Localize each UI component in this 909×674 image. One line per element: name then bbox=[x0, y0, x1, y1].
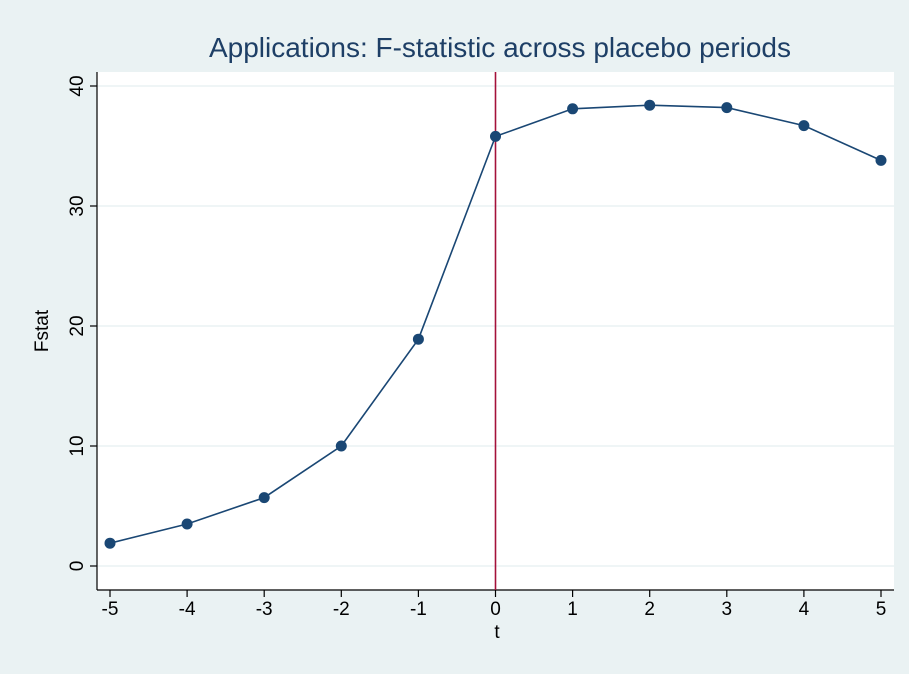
y-tick-label: 40 bbox=[67, 75, 88, 96]
data-point bbox=[335, 440, 347, 452]
data-point bbox=[875, 154, 887, 166]
y-axis-label: Fstat bbox=[32, 309, 53, 352]
x-tick-label: -1 bbox=[410, 599, 427, 620]
data-point bbox=[181, 518, 193, 530]
data-point bbox=[104, 537, 116, 549]
x-tick-label: 5 bbox=[876, 599, 887, 620]
data-point bbox=[644, 99, 656, 111]
data-point bbox=[412, 333, 424, 345]
data-point bbox=[721, 102, 733, 114]
x-tick-label: 3 bbox=[722, 599, 733, 620]
chart-title: Applications: F-statistic across placebo… bbox=[209, 32, 791, 63]
x-tick-label: 0 bbox=[490, 599, 501, 620]
series-group bbox=[104, 99, 887, 549]
axes: 0 10 20 30 40 -5 -4 -3 -2 -1 0 1 2 3 4 5 bbox=[67, 72, 894, 620]
x-tick-label: 4 bbox=[799, 599, 810, 620]
y-tick-label: 30 bbox=[67, 195, 88, 216]
data-point bbox=[490, 130, 501, 142]
data-point bbox=[798, 120, 810, 132]
x-tick-label: -4 bbox=[179, 599, 196, 620]
data-point bbox=[567, 103, 579, 115]
x-tick-label: 1 bbox=[567, 599, 578, 620]
y-tick-label: 0 bbox=[67, 561, 88, 572]
x-tick-label: -2 bbox=[333, 599, 350, 620]
x-tick-label: -3 bbox=[256, 599, 273, 620]
y-tick-label: 20 bbox=[67, 315, 88, 336]
x-tick-label: -5 bbox=[102, 599, 119, 620]
y-tick-label: 10 bbox=[67, 435, 88, 456]
data-point bbox=[258, 492, 270, 504]
x-tick-label: 2 bbox=[644, 599, 655, 620]
x-axis-label: t bbox=[494, 622, 500, 643]
